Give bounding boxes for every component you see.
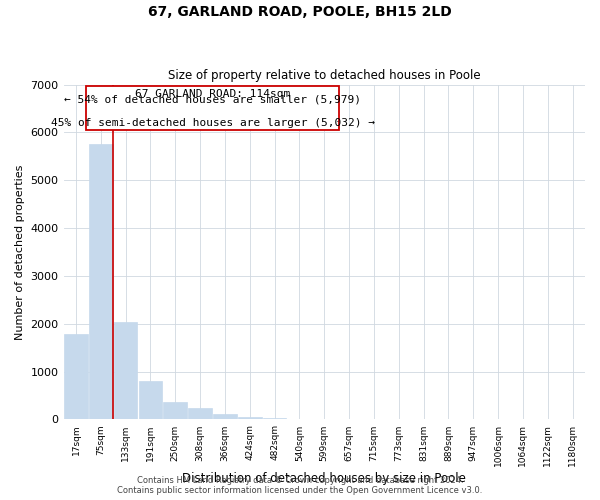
Bar — [163, 402, 187, 419]
Text: 45% of semi-detached houses are larger (5,032) →: 45% of semi-detached houses are larger (… — [50, 118, 374, 128]
Bar — [89, 144, 113, 420]
Bar — [114, 322, 137, 420]
Text: 67 GARLAND ROAD: 114sqm: 67 GARLAND ROAD: 114sqm — [135, 89, 290, 99]
Title: Size of property relative to detached houses in Poole: Size of property relative to detached ho… — [168, 69, 481, 82]
Bar — [188, 408, 212, 420]
X-axis label: Distribution of detached houses by size in Poole: Distribution of detached houses by size … — [182, 472, 466, 485]
Bar — [139, 381, 162, 420]
FancyBboxPatch shape — [86, 86, 339, 130]
Bar — [64, 334, 88, 420]
Bar — [213, 414, 237, 420]
Text: ← 54% of detached houses are smaller (5,979): ← 54% of detached houses are smaller (5,… — [64, 94, 361, 104]
Bar — [263, 418, 286, 420]
Bar — [238, 416, 262, 420]
Text: 67, GARLAND ROAD, POOLE, BH15 2LD: 67, GARLAND ROAD, POOLE, BH15 2LD — [148, 5, 452, 19]
Y-axis label: Number of detached properties: Number of detached properties — [15, 164, 25, 340]
Text: Contains HM Land Registry data © Crown copyright and database right 2024.
Contai: Contains HM Land Registry data © Crown c… — [118, 476, 482, 495]
